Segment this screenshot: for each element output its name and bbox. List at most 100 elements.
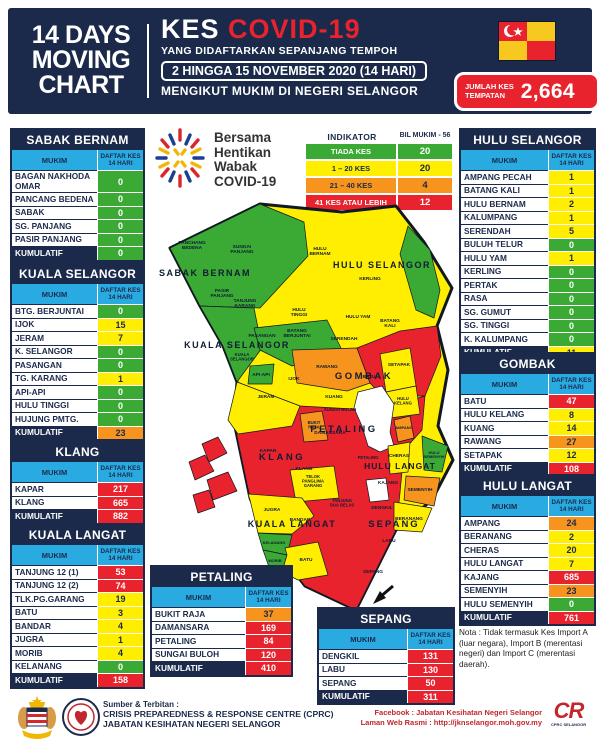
mukim-name: BANDAR bbox=[12, 619, 97, 633]
kumulatif-value: 0 bbox=[97, 246, 143, 260]
kumulatif-label: KUMULATIF bbox=[12, 673, 97, 687]
mukim-name: PETALING bbox=[152, 634, 245, 648]
case-count: 665 bbox=[97, 495, 143, 509]
mukim-name: IJOK bbox=[12, 317, 97, 332]
table-sabak-bernam: SABAK BERNAM MUKIM DAFTAR KES 14 HARI BAGAN … bbox=[10, 128, 145, 262]
map-label: GOMBAK bbox=[335, 371, 393, 382]
kumulatif-row: KUMULATIF 311 bbox=[319, 689, 453, 703]
cprc-logo: CR CPRC SELANGOR bbox=[551, 698, 587, 728]
map-region-klang-island-3 bbox=[206, 471, 238, 501]
kumulatif-row: KUMULATIF 882 bbox=[12, 509, 143, 523]
col-header-daftar-kes: DAFTAR KES 14 HARI bbox=[548, 150, 594, 170]
table-row: SG. TINGGI 0 bbox=[461, 318, 594, 332]
mukim-name: DENGKIL bbox=[319, 649, 407, 663]
kumulatif-label: KUMULATIF bbox=[319, 689, 407, 703]
map-label: SEMENYIH bbox=[407, 487, 433, 493]
legend-mukim-count: 20 bbox=[398, 161, 452, 176]
table-column-header: MUKIM DAFTAR KES 14 HARI bbox=[152, 587, 291, 607]
map-label: BATANG BERJUNTAI bbox=[283, 328, 311, 339]
case-count: 4 bbox=[97, 619, 143, 633]
table-row: SERENDAH 5 bbox=[461, 224, 594, 238]
table-column-header: MUKIM DAFTAR KES 14 HARI bbox=[319, 629, 453, 649]
map-label: BUKIT RAJA bbox=[308, 420, 321, 429]
case-count: 120 bbox=[245, 647, 291, 661]
case-count: 27 bbox=[548, 434, 594, 448]
map-label: BATU bbox=[300, 557, 314, 563]
map-label: BATU bbox=[363, 374, 377, 380]
col-header-mukim: MUKIM bbox=[41, 467, 68, 477]
legend-mukim-count: 20 bbox=[398, 144, 452, 159]
mukim-name: BAGAN NAKHODA OMAR bbox=[12, 170, 97, 192]
table-row: API-API 0 bbox=[12, 385, 143, 399]
mukim-name: BUKIT RAJA bbox=[152, 607, 245, 621]
col-header-daftar-kes: DAFTAR KES 14 HARI bbox=[97, 150, 143, 170]
sepang-pointer-arrow-icon bbox=[373, 584, 394, 604]
map-label: SABAK BERNAM bbox=[159, 268, 251, 278]
map-label: HULU KELANG bbox=[394, 396, 412, 405]
mukim-name: PANCANG BEDENA bbox=[12, 192, 97, 206]
table-row: HULU KELANG 8 bbox=[461, 407, 594, 422]
mukim-name: KUANG bbox=[461, 421, 548, 435]
map-label: API-API bbox=[252, 372, 270, 378]
legend-range-label: 1 – 20 KES bbox=[306, 161, 396, 176]
map-label: KLANG bbox=[295, 466, 312, 472]
table-column-header: MUKIM DAFTAR KES 14 HARI bbox=[12, 150, 143, 170]
total-cases-badge: JUMLAH KES TEMPATAN 2,664 bbox=[454, 72, 600, 111]
map-region-rawang bbox=[291, 347, 371, 392]
map-label: PETALING bbox=[310, 424, 377, 435]
map-region-setapak bbox=[379, 347, 417, 393]
col-header-daftar-kes: DAFTAR KES 14 HARI bbox=[407, 629, 453, 649]
table-kuala-selangor: KUALA SELANGOR MUKIM DAFTAR KES 14 HARI BTG.… bbox=[10, 262, 145, 441]
kumulatif-row: KUMULATIF 410 bbox=[152, 661, 291, 675]
mukim-name: KAPAR bbox=[12, 482, 97, 496]
case-count: 5 bbox=[548, 224, 594, 238]
table-title: HULU LANGAT bbox=[461, 476, 594, 496]
mukim-name: K. KALUMPANG bbox=[461, 332, 548, 346]
table-title: PETALING bbox=[152, 567, 291, 587]
mukim-name: PASANGAN bbox=[12, 358, 97, 372]
selangor-flag bbox=[498, 21, 556, 66]
legend-col1: INDIKATOR bbox=[327, 132, 377, 142]
covid19-label: COVID-19 bbox=[228, 14, 361, 44]
case-count: 7 bbox=[548, 556, 594, 570]
table-row: KAJANG 685 bbox=[461, 570, 594, 584]
col-header-daftar-kes: DAFTAR KES 14 HARI bbox=[97, 284, 143, 304]
mukim-name: BERANANG bbox=[461, 529, 548, 544]
map-label: KUALA SELANGOR bbox=[184, 340, 290, 350]
mukim-name: LABU bbox=[319, 662, 407, 677]
case-count: 4 bbox=[97, 646, 143, 660]
facebook-line: Facebook : Jabatan Kesihatan Negeri Sela… bbox=[374, 708, 542, 717]
starburst-icon bbox=[155, 128, 205, 188]
map-label: SERENDAH bbox=[331, 336, 358, 342]
map-label: MORIB bbox=[268, 558, 281, 563]
sumber-label: Sumber & Terbitan : bbox=[103, 700, 179, 709]
map-region-kuala-lumpur bbox=[353, 385, 395, 453]
table-row: BATANG KALI 1 bbox=[461, 183, 594, 197]
mukim-name: KLANG bbox=[12, 495, 97, 510]
mukim-name: HULU KELANG bbox=[461, 407, 548, 422]
kumulatif-row: KUMULATIF 0 bbox=[12, 246, 143, 260]
table-row: TG. KARANG 1 bbox=[12, 371, 143, 385]
moh-logo bbox=[62, 698, 100, 741]
title-line: 14 DAYS bbox=[31, 21, 131, 49]
case-count: 130 bbox=[407, 662, 453, 676]
case-count: 19 bbox=[97, 592, 143, 606]
map-label: SUNGAI PANJANG bbox=[230, 244, 253, 255]
table-row: TANJUNG 12 (2) 74 bbox=[12, 578, 143, 592]
case-count: 50 bbox=[407, 676, 453, 690]
kumulatif-value: 410 bbox=[245, 661, 291, 675]
case-count: 0 bbox=[97, 412, 143, 426]
map-label: KUALA LANGAT bbox=[248, 519, 337, 529]
table-sepang: SEPANG MUKIM DAFTAR KES 14 HARI DENGKIL 131 LA… bbox=[317, 607, 455, 705]
table-row: HULU BERNAM 2 bbox=[461, 197, 594, 211]
table-row: LABU 130 bbox=[319, 662, 453, 677]
case-count: 1 bbox=[548, 183, 594, 197]
case-count: 131 bbox=[407, 649, 453, 663]
case-count: 84 bbox=[245, 634, 291, 648]
table-column-header: MUKIM DAFTAR KES 14 HARI bbox=[12, 545, 143, 565]
table-row: RASA 0 bbox=[461, 291, 594, 305]
mukim-name: TLK.PG.GARANG bbox=[12, 592, 97, 606]
table-row: TLK.PG.GARANG 19 bbox=[12, 592, 143, 606]
mukim-name: HULU TINGGI bbox=[12, 398, 97, 413]
